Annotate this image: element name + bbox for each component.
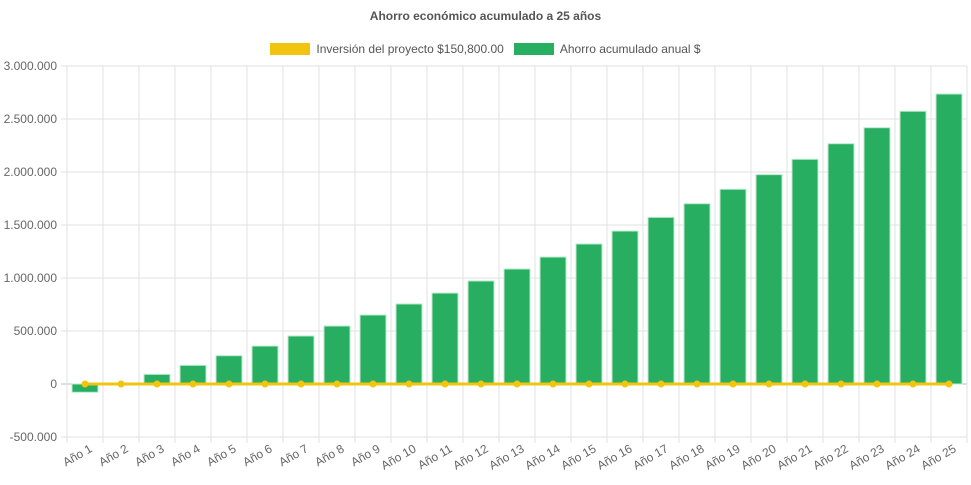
x-tick-label: Año 23 xyxy=(847,441,887,472)
legend: Inversión del proyecto $150,800.00 Ahorr… xyxy=(0,42,971,56)
investment-point-20 xyxy=(765,380,773,388)
x-tick-label: Año 14 xyxy=(523,441,563,472)
x-tick-label: Año 22 xyxy=(811,441,851,472)
investment-point-23 xyxy=(873,380,881,388)
investment-point-11 xyxy=(441,380,449,388)
legend-label-savings: Ahorro acumulado anual $ xyxy=(559,42,701,56)
bar-15 xyxy=(575,243,603,385)
y-tick-label: 2.000.000 xyxy=(4,165,58,179)
bar-5 xyxy=(215,355,243,385)
bar-21 xyxy=(791,158,819,385)
investment-point-17 xyxy=(657,380,665,388)
x-tick-label: Año 17 xyxy=(631,441,671,472)
bar-8 xyxy=(323,325,351,385)
bar-22 xyxy=(827,143,855,385)
x-tick-label: Año 16 xyxy=(595,441,635,472)
y-tick-label: -500.000 xyxy=(10,430,58,444)
bar-9 xyxy=(359,314,387,385)
bar-19 xyxy=(719,188,747,385)
legend-label-investment: Inversión del proyecto $150,800.00 xyxy=(316,42,504,56)
investment-point-1 xyxy=(81,380,89,388)
investment-point-19 xyxy=(729,380,737,388)
bar-7 xyxy=(287,335,315,385)
legend-swatch-savings xyxy=(513,43,554,55)
x-tick-label: Año 21 xyxy=(775,441,815,472)
x-tick-label: Año 5 xyxy=(204,441,238,469)
investment-point-12 xyxy=(477,380,485,388)
investment-point-10 xyxy=(405,380,413,388)
investment-point-6 xyxy=(261,380,269,388)
x-tick-label: Año 2 xyxy=(96,441,130,469)
y-tick-label: 1.000.000 xyxy=(4,271,58,285)
x-tick-label: Año 6 xyxy=(240,441,274,469)
legend-item-savings[interactable]: Ahorro acumulado anual $ xyxy=(513,42,701,56)
x-tick-label: Año 24 xyxy=(883,441,923,472)
legend-item-investment[interactable]: Inversión del proyecto $150,800.00 xyxy=(270,42,504,56)
investment-point-8 xyxy=(333,380,341,388)
y-tick-label: 2.500.000 xyxy=(4,112,58,126)
investment-point-5 xyxy=(225,380,233,388)
investment-point-4 xyxy=(189,380,197,388)
x-tick-label: Año 15 xyxy=(559,441,599,472)
bar-13 xyxy=(503,268,531,385)
investment-point-3 xyxy=(153,380,161,388)
x-tick-label: Año 18 xyxy=(667,441,707,472)
bar-17 xyxy=(647,216,675,385)
y-tick-label: 0 xyxy=(50,377,57,391)
bar-20 xyxy=(755,174,783,385)
investment-point-18 xyxy=(693,380,701,388)
y-tick-label: 3.000.000 xyxy=(4,59,58,73)
bar-23 xyxy=(863,127,891,385)
bar-25 xyxy=(935,93,963,385)
bar-12 xyxy=(467,280,495,385)
x-tick-label: Año 19 xyxy=(703,441,743,472)
bar-11 xyxy=(431,292,459,385)
x-tick-label: Año 4 xyxy=(168,441,202,469)
x-tick-label: Año 1 xyxy=(60,441,94,469)
investment-point-22 xyxy=(837,380,845,388)
legend-swatch-investment xyxy=(270,43,311,55)
x-tick-label: Año 12 xyxy=(451,441,491,472)
investment-point-25 xyxy=(945,380,953,388)
x-tick-label: Año 3 xyxy=(132,441,166,469)
y-tick-label: 500.000 xyxy=(14,324,58,338)
x-tick-label: Año 10 xyxy=(379,441,419,472)
investment-point-9 xyxy=(369,380,377,388)
investment-point-7 xyxy=(297,380,305,388)
bar-18 xyxy=(683,203,711,385)
investment-point-16 xyxy=(621,380,629,388)
investment-point-21 xyxy=(801,380,809,388)
chart-title: Ahorro económico acumulado a 25 años xyxy=(369,9,602,23)
bar-14 xyxy=(539,256,567,385)
bar-6 xyxy=(251,345,279,385)
x-tick-label: Año 7 xyxy=(276,441,310,469)
bar-24 xyxy=(899,110,927,385)
investment-point-14 xyxy=(549,380,557,388)
x-tick-label: Año 11 xyxy=(415,441,454,472)
investment-point-13 xyxy=(513,380,521,388)
bar-10 xyxy=(395,303,423,385)
x-tick-label: Año 9 xyxy=(348,441,382,469)
investment-point-15 xyxy=(585,380,593,388)
x-tick-label: Año 8 xyxy=(312,441,346,469)
x-tick-label: Año 13 xyxy=(487,441,527,472)
x-tick-label: Año 25 xyxy=(919,441,959,472)
investment-point-24 xyxy=(909,380,917,388)
y-tick-label: 1.500.000 xyxy=(4,218,58,232)
x-tick-label: Año 20 xyxy=(739,441,779,472)
investment-point-2 xyxy=(117,380,125,388)
bar-16 xyxy=(611,230,639,385)
